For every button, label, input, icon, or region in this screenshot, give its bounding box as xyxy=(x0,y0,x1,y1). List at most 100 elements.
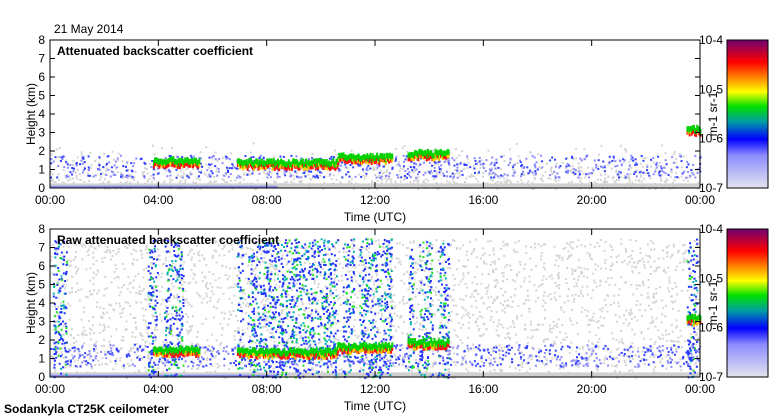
noise-mark xyxy=(242,178,245,181)
cloud-layer-mark xyxy=(347,160,350,164)
cloud-edge-mark xyxy=(437,152,440,159)
aerosol-mark xyxy=(571,155,574,158)
noise-mark xyxy=(416,316,419,319)
noise-mark xyxy=(279,169,282,172)
noise-mark xyxy=(553,325,556,328)
cloud-edge-mark xyxy=(172,156,175,163)
noise-mark xyxy=(461,323,464,326)
noise-mark xyxy=(475,283,478,286)
noise-mark xyxy=(541,282,544,285)
noise-mark xyxy=(282,170,285,173)
noise-mark xyxy=(217,298,220,301)
noise-mark xyxy=(490,173,493,176)
noise-mark xyxy=(126,287,129,290)
aerosol-mark xyxy=(494,173,497,176)
aerosol-mark xyxy=(320,171,323,174)
noise-mark xyxy=(61,181,64,184)
noise-mark xyxy=(661,299,664,302)
noise-mark xyxy=(161,285,164,288)
aerosol-mark xyxy=(478,156,481,159)
signal-mark xyxy=(65,263,68,266)
cloud-layer-mark xyxy=(431,158,434,162)
cloud-layer-mark xyxy=(158,165,161,169)
noise-mark xyxy=(435,239,438,242)
cloud-edge-mark xyxy=(696,124,699,131)
noise-mark xyxy=(128,173,131,176)
noise-mark xyxy=(550,170,553,173)
noise-mark xyxy=(401,332,404,335)
noise-mark xyxy=(199,187,202,190)
cloud-edge-mark xyxy=(314,161,317,168)
noise-mark xyxy=(666,251,669,254)
noise-mark xyxy=(529,151,532,154)
noise-mark xyxy=(338,368,341,371)
cloud-layer-mark xyxy=(301,163,304,167)
noise-mark xyxy=(640,180,643,183)
noise-mark xyxy=(311,153,314,156)
noise-mark xyxy=(580,182,583,185)
aerosol-mark xyxy=(105,164,108,167)
aerosol-mark xyxy=(352,166,355,169)
signal-mark xyxy=(153,280,156,283)
signal-mark xyxy=(55,307,58,310)
noise-mark xyxy=(326,359,329,362)
noise-mark xyxy=(560,308,563,311)
cloud-layer-mark xyxy=(315,163,318,167)
cloud-edge-mark xyxy=(340,152,343,159)
noise-mark xyxy=(79,364,82,367)
cloud-layer-mark xyxy=(444,156,447,160)
aerosol-mark xyxy=(130,175,133,178)
noise-mark xyxy=(422,181,425,184)
noise-mark xyxy=(638,272,641,275)
noise-mark xyxy=(176,276,179,279)
cloud-edge-mark xyxy=(243,159,246,166)
cloud-edge-mark xyxy=(388,154,390,161)
noise-mark xyxy=(125,320,128,323)
cloud-layer-mark xyxy=(353,161,356,165)
noise-mark xyxy=(473,249,476,252)
signal-mark xyxy=(53,342,56,345)
noise-mark xyxy=(464,181,467,184)
noise-mark xyxy=(613,364,616,367)
noise-mark xyxy=(658,266,661,269)
noise-mark xyxy=(649,256,652,259)
noise-mark xyxy=(321,261,324,264)
signal-mark xyxy=(147,322,150,325)
noise-mark xyxy=(416,268,419,271)
aerosol-mark xyxy=(290,154,293,157)
noise-mark xyxy=(142,314,145,317)
noise-mark xyxy=(149,250,152,253)
noise-mark xyxy=(559,331,562,334)
noise-mark xyxy=(544,171,547,174)
aerosol-mark xyxy=(150,166,153,169)
noise-mark xyxy=(173,295,176,298)
noise-mark xyxy=(338,320,341,323)
aerosol-mark xyxy=(81,156,84,159)
noise-mark xyxy=(237,327,240,330)
noise-mark xyxy=(502,271,505,274)
noise-mark xyxy=(317,299,320,302)
noise-mark xyxy=(590,350,593,353)
noise-mark xyxy=(141,289,144,292)
noise-mark xyxy=(657,336,660,339)
aerosol-mark xyxy=(443,174,446,177)
noise-mark xyxy=(290,288,293,291)
cloud-edge-mark xyxy=(691,125,694,132)
noise-mark xyxy=(587,318,590,321)
noise-mark xyxy=(132,317,135,320)
aerosol-mark xyxy=(107,168,110,171)
noise-mark xyxy=(92,277,95,280)
cloud-layer-mark xyxy=(325,164,328,168)
cloud-layer-mark xyxy=(307,165,310,169)
noise-mark xyxy=(273,239,276,242)
noise-mark xyxy=(516,250,519,253)
noise-mark xyxy=(157,248,160,251)
cloud-layer-mark xyxy=(344,159,347,163)
noise-mark xyxy=(385,170,388,173)
noise-mark xyxy=(62,168,65,171)
noise-mark xyxy=(300,246,303,249)
noise-mark xyxy=(641,350,644,353)
cloud-edge-mark xyxy=(432,153,435,160)
noise-mark xyxy=(469,296,472,299)
noise-mark xyxy=(208,166,211,169)
